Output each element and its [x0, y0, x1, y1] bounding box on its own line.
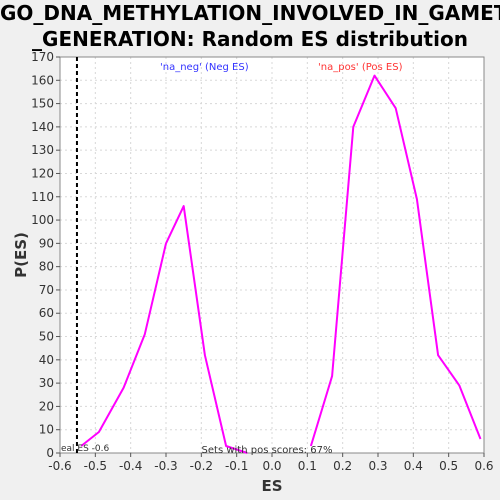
y-tick-label: 40: [39, 353, 54, 367]
x-axis-label: ES: [261, 477, 282, 495]
legend-entry-na-pos: 'na_pos' (Pos ES): [318, 62, 403, 73]
x-tick-label: 0.1: [298, 459, 317, 473]
y-tick-label: 160: [31, 73, 54, 87]
real-es-label: eal ES -0.6: [61, 444, 110, 454]
x-tick-label: -0.6: [48, 459, 71, 473]
x-tick-label: -0.5: [84, 459, 107, 473]
y-tick-label: 110: [31, 190, 54, 204]
series-line-na-neg: [80, 205, 248, 454]
x-tick-label: 0.4: [404, 459, 423, 473]
pos-scores-annotation: Sets with pos scores: 67%: [202, 445, 333, 456]
y-axis-label: P(ES): [12, 232, 30, 278]
x-tick-label: -0.3: [154, 459, 177, 473]
y-tick-label: 120: [31, 166, 54, 180]
x-tick-label: 0.5: [439, 459, 458, 473]
x-tick-label: 0.2: [333, 459, 352, 473]
x-tick-label: 0.6: [474, 459, 493, 473]
legend-entry-na-neg: 'na_neg' (Neg ES): [160, 62, 249, 73]
y-tick-label: 10: [39, 423, 54, 437]
chart-title-line-1: GO_DNA_METHYLATION_INVOLVED_IN_GAMETE: [0, 1, 500, 25]
x-tick-label: -0.1: [225, 459, 248, 473]
x-tick-label: -0.2: [190, 459, 213, 473]
y-tick-label: 100: [31, 213, 54, 227]
y-tick-label: 130: [31, 143, 54, 157]
y-tick-label: 30: [39, 376, 54, 390]
y-tick-label: 90: [39, 236, 54, 250]
x-tick-label: 0.0: [262, 459, 281, 473]
y-tick-label: 0: [46, 446, 54, 460]
y-tick-label: 150: [31, 97, 54, 111]
y-tick-label: 20: [39, 399, 54, 413]
y-tick-label: 70: [39, 283, 54, 297]
series-line-na-pos: [309, 74, 482, 447]
x-tick-label: 0.3: [368, 459, 387, 473]
y-tick-label: 140: [31, 120, 54, 134]
chart-title: GO_DNA_METHYLATION_INVOLVED_IN_GAMETE _G…: [0, 0, 500, 52]
y-tick-label: 80: [39, 260, 54, 274]
y-tick-label: 60: [39, 306, 54, 320]
y-tick-label: 50: [39, 330, 54, 344]
chart-title-line-2: _GENERATION: Random ES distribution: [32, 27, 468, 51]
x-tick-label: -0.4: [119, 459, 142, 473]
y-tick-label: 170: [31, 50, 54, 64]
